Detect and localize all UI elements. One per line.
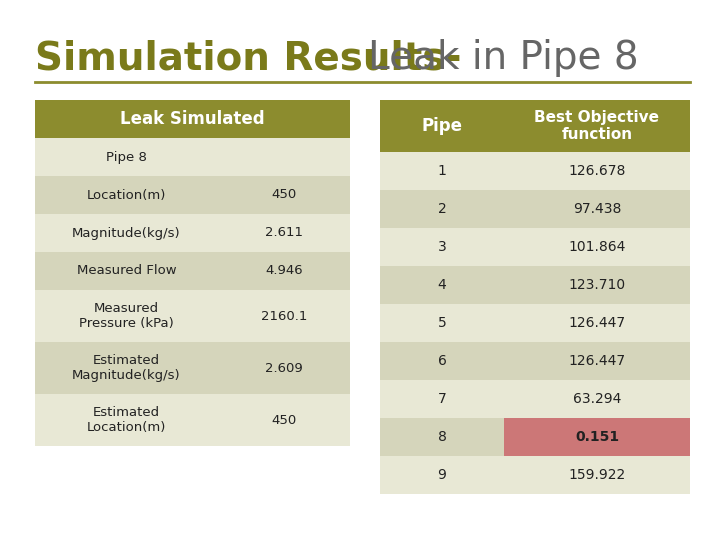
Bar bbox=[380, 266, 504, 304]
Text: 450: 450 bbox=[271, 414, 297, 427]
Text: Best Objective
function: Best Objective function bbox=[534, 110, 660, 142]
Bar bbox=[35, 214, 350, 252]
Text: 6: 6 bbox=[438, 354, 446, 368]
Text: 2.609: 2.609 bbox=[265, 361, 302, 375]
Text: 2160.1: 2160.1 bbox=[261, 309, 307, 322]
Bar bbox=[380, 380, 504, 418]
Bar bbox=[504, 190, 690, 228]
Bar bbox=[504, 418, 690, 456]
Bar bbox=[380, 100, 690, 152]
Text: 126.447: 126.447 bbox=[568, 316, 626, 330]
Bar bbox=[35, 138, 350, 176]
Text: 123.710: 123.710 bbox=[568, 278, 626, 292]
Bar bbox=[380, 304, 504, 342]
Bar bbox=[380, 418, 504, 456]
Text: Estimated
Magnitude(kg/s): Estimated Magnitude(kg/s) bbox=[72, 354, 181, 382]
Bar bbox=[504, 266, 690, 304]
Text: 101.864: 101.864 bbox=[568, 240, 626, 254]
Bar bbox=[35, 290, 350, 342]
Text: 4: 4 bbox=[438, 278, 446, 292]
Bar bbox=[380, 342, 504, 380]
Bar bbox=[504, 228, 690, 266]
Text: 1: 1 bbox=[438, 164, 446, 178]
Bar bbox=[35, 394, 350, 446]
Bar bbox=[504, 380, 690, 418]
Text: Pipe: Pipe bbox=[421, 117, 462, 135]
Bar bbox=[504, 342, 690, 380]
Text: 159.922: 159.922 bbox=[568, 468, 626, 482]
Text: 8: 8 bbox=[438, 430, 446, 444]
Bar bbox=[380, 190, 504, 228]
Bar bbox=[35, 176, 350, 214]
Text: 5: 5 bbox=[438, 316, 446, 330]
Bar bbox=[504, 304, 690, 342]
Text: 126.678: 126.678 bbox=[568, 164, 626, 178]
Text: Leak in Pipe 8: Leak in Pipe 8 bbox=[368, 39, 639, 77]
Bar bbox=[380, 228, 504, 266]
Text: Magnitude(kg/s): Magnitude(kg/s) bbox=[72, 226, 181, 240]
Bar bbox=[380, 152, 504, 190]
Text: Measured
Pressure (kPa): Measured Pressure (kPa) bbox=[79, 302, 174, 330]
Text: Leak Simulated: Leak Simulated bbox=[120, 110, 265, 128]
Text: Measured Flow: Measured Flow bbox=[76, 265, 176, 278]
Text: 3: 3 bbox=[438, 240, 446, 254]
Text: 2.611: 2.611 bbox=[265, 226, 303, 240]
Text: 2: 2 bbox=[438, 202, 446, 216]
Text: Location(m): Location(m) bbox=[86, 188, 166, 201]
Text: 63.294: 63.294 bbox=[573, 392, 621, 406]
Text: 126.447: 126.447 bbox=[568, 354, 626, 368]
Text: 9: 9 bbox=[438, 468, 446, 482]
Bar bbox=[504, 152, 690, 190]
Bar bbox=[380, 456, 504, 494]
Text: 7: 7 bbox=[438, 392, 446, 406]
Bar bbox=[504, 456, 690, 494]
Text: Pipe 8: Pipe 8 bbox=[106, 151, 147, 164]
Text: Estimated
Location(m): Estimated Location(m) bbox=[86, 406, 166, 434]
Text: Simulation Results-: Simulation Results- bbox=[35, 39, 475, 77]
Text: 450: 450 bbox=[271, 188, 297, 201]
Bar bbox=[35, 100, 350, 138]
Text: 0.151: 0.151 bbox=[575, 430, 619, 444]
Text: 97.438: 97.438 bbox=[573, 202, 621, 216]
Bar bbox=[35, 342, 350, 394]
Text: 4.946: 4.946 bbox=[265, 265, 302, 278]
Bar bbox=[35, 252, 350, 290]
